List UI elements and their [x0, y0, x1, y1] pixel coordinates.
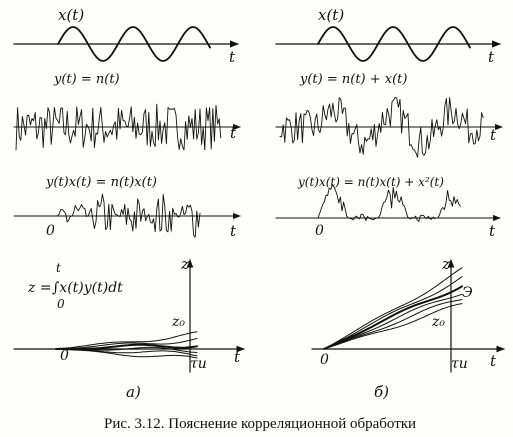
right-product-trace	[318, 185, 460, 222]
left-z-trace-6	[56, 332, 197, 349]
figure-caption: Рис. 3.12. Пояснение корреляционной обра…	[104, 416, 416, 432]
integral-expression: ∫x(t)y(t)dt	[52, 280, 123, 296]
integral-lower-limit: 0	[57, 297, 65, 311]
right-z-origin: 0	[320, 352, 329, 368]
left-z-axis-label: z	[180, 255, 189, 273]
right-tau-label: τи	[451, 356, 468, 372]
left-prod-t-label: t	[230, 222, 237, 240]
right-z-trace-6	[324, 268, 462, 349]
left-prod-label: y(t)x(t) = n(t)x(t)	[45, 175, 157, 190]
left-tau-label: τи	[190, 356, 207, 372]
left-z0-label: z₀	[171, 314, 185, 330]
right-integral-traces	[324, 268, 462, 349]
right-prod-origin: 0	[315, 223, 324, 239]
right-z-axis-label: z	[441, 255, 450, 273]
panel-b-label: б)	[374, 383, 389, 401]
panel-a-label: а)	[126, 383, 141, 401]
left-x-t-label: t	[229, 48, 236, 66]
integral-lhs: z =	[27, 280, 52, 296]
right-x-label: x(t)	[318, 6, 344, 24]
left-y-label: y(t) = n(t)	[53, 72, 120, 87]
left-prod-origin: 0	[46, 223, 55, 239]
right-prod-label: y(t)x(t) = n(t)x(t) + x²(t)	[297, 175, 444, 189]
right-z0-label: z₀	[431, 314, 445, 330]
right-z-t-label: t	[490, 352, 497, 370]
left-y-t-label: t	[230, 124, 237, 142]
right-x-t-label: t	[488, 48, 495, 66]
right-y-t-label: t	[490, 126, 497, 144]
left-x-label: x(t)	[58, 6, 84, 24]
right-y-label: y(t) = n(t) + x(t)	[299, 72, 407, 87]
left-z-origin: 0	[60, 348, 69, 364]
left-integral-traces	[56, 332, 197, 358]
right-z-trace-5	[324, 277, 462, 349]
right-prod-t-label: t	[489, 222, 496, 240]
integral-upper-limit: t	[56, 261, 61, 275]
left-z-t-label: t	[234, 348, 241, 366]
right-e-label: Э	[462, 285, 473, 301]
